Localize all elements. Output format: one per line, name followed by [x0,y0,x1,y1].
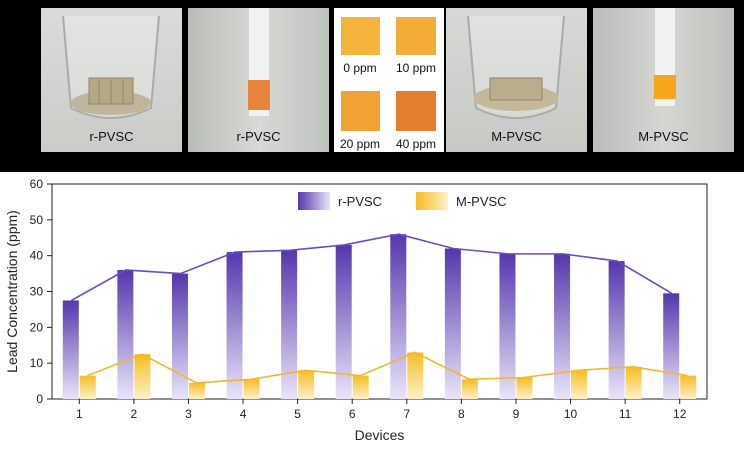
legend-label-m-pvsc: M-PVSC [456,194,507,209]
bar-m-pvsc [243,379,260,399]
bar-r-pvsc [62,300,79,399]
bar-r-pvsc [663,293,680,399]
photo-label: r-PVSC [89,129,134,144]
y-tick-label: 0 [36,392,43,406]
legend-swatch-m-pvsc [416,192,448,210]
bar-m-pvsc [188,382,205,399]
y-axis-label: Lead Concentration (ppm) [4,210,20,373]
bar-m-pvsc [134,354,151,399]
x-tick-label: 5 [294,407,301,421]
y-tick-label: 40 [30,249,44,263]
x-axis-label: Devices [355,427,405,443]
photo-label: M-PVSC [638,129,689,144]
bar-m-pvsc [407,352,424,399]
bar-r-pvsc [171,273,188,399]
strip-color-pad [248,80,270,110]
bar-r-pvsc [117,270,134,399]
x-tick-label: 7 [403,407,410,421]
x-tick-label: 9 [513,407,520,421]
bar-r-pvsc [608,261,625,399]
photo-r-pvsc-strip: r-PVSC [188,8,329,152]
reference-color-chart: 0 ppm 10 ppm 20 ppm 40 ppm [334,8,444,152]
x-tick-label: 11 [619,407,632,421]
swatch-0ppm [341,17,380,55]
legend-swatch-r-pvsc [298,192,330,210]
x-tick-label: 8 [458,407,465,421]
photo-r-pvsc-beaker: r-PVSC [41,8,182,152]
bar-m-pvsc [352,375,369,399]
photo-m-pvsc-strip: M-PVSC [593,8,734,152]
bar-r-pvsc [390,234,407,399]
bar-m-pvsc [461,379,478,399]
y-tick-label: 30 [30,285,44,299]
bar-m-pvsc [516,377,533,399]
y-tick-label: 60 [30,177,44,191]
x-tick-label: 2 [131,407,138,421]
bar-m-pvsc [680,375,697,399]
strip-color-pad [654,75,676,99]
x-tick-label: 3 [185,407,192,421]
swatch-label: 40 ppm [395,137,437,151]
legend-label-r-pvsc: r-PVSC [338,194,382,209]
y-tick-label: 20 [30,320,44,334]
bar-r-pvsc [499,253,516,399]
swatch-40ppm [396,91,436,131]
x-tick-label: 12 [673,407,687,421]
y-tick-label: 10 [30,356,44,370]
x-tick-label: 10 [564,407,578,421]
swatch-label: 0 ppm [343,61,377,75]
x-tick-label: 6 [349,407,356,421]
bar-r-pvsc [281,250,298,399]
test-strip-image [654,8,676,106]
swatch-label: 10 ppm [395,61,437,75]
y-tick-label: 50 [30,213,44,227]
x-tick-label: 1 [76,407,83,421]
bar-r-pvsc [554,253,571,399]
bar-m-pvsc [298,370,315,399]
bar-r-pvsc [335,244,352,399]
swatch-label: 20 ppm [339,137,381,151]
x-tick-label: 4 [240,407,247,421]
swatch-20ppm [341,91,380,131]
line-r-pvsc [70,233,673,302]
photo-label: r-PVSC [236,129,281,144]
photo-m-pvsc-beaker: M-PVSC [446,8,587,152]
bar-m-pvsc [79,375,96,399]
line-m-pvsc [86,351,688,384]
bar-r-pvsc [226,252,243,399]
beaker-image [62,15,160,119]
bar-m-pvsc [571,370,588,399]
beaker-image [467,15,565,119]
photo-label: M-PVSC [491,129,542,144]
swatch-10ppm [396,17,436,55]
bar-m-pvsc [625,366,642,399]
chart-top-bar [0,157,744,172]
test-strip-image [248,8,270,116]
bar-r-pvsc [444,248,461,399]
